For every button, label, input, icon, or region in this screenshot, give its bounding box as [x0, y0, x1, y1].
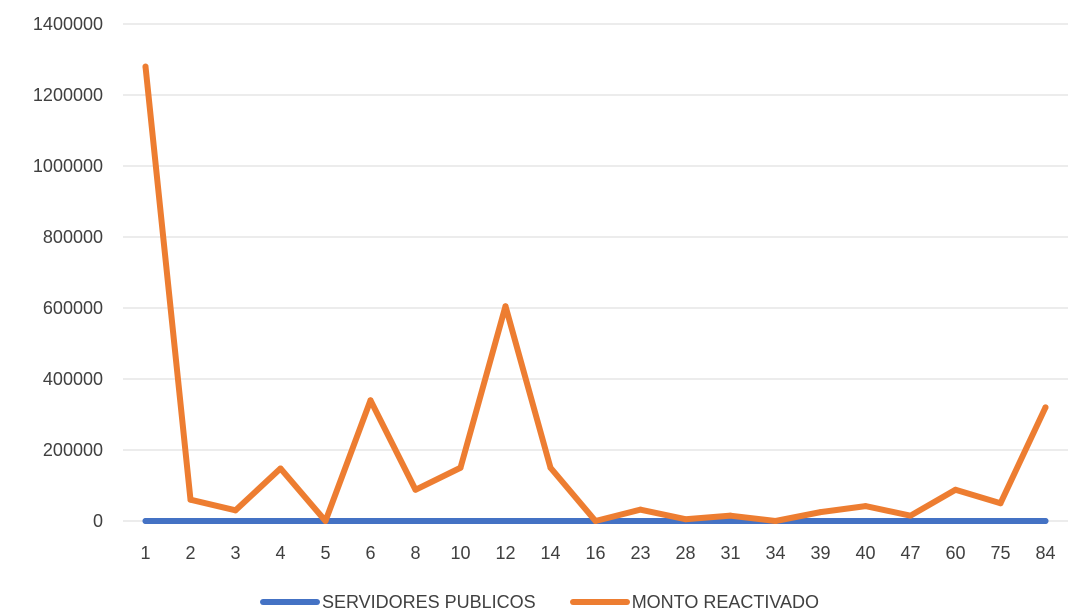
- series-2-point: [817, 509, 824, 516]
- x-tick-label: 47: [900, 543, 920, 563]
- y-tick-label: 600000: [43, 298, 103, 318]
- series-1-point: [817, 517, 824, 524]
- x-tick-label: 60: [945, 543, 965, 563]
- series-2-point: [637, 506, 644, 513]
- x-tick-label: 31: [720, 543, 740, 563]
- series-1-point: [367, 517, 374, 524]
- x-tick-label: 10: [450, 543, 470, 563]
- series-1-point: [232, 517, 239, 524]
- series-2-point: [862, 503, 869, 510]
- series-1-point: [637, 517, 644, 524]
- x-tick-label: 84: [1035, 543, 1055, 563]
- x-tick-label: 4: [275, 543, 285, 563]
- series-1-point: [277, 517, 284, 524]
- series-2-point: [907, 512, 914, 519]
- series-line-2: [142, 63, 1049, 524]
- series-1-point: [727, 517, 734, 524]
- x-tick-label: 28: [675, 543, 695, 563]
- series-2-point: [142, 63, 149, 70]
- x-tick-label: 6: [365, 543, 375, 563]
- x-tick-label: 14: [540, 543, 560, 563]
- gridlines: [123, 23, 1068, 522]
- legend-label-series-1: SERVIDORES PUBLICOS: [321, 591, 536, 612]
- y-tick-label: 400000: [43, 369, 103, 389]
- series-2-point: [997, 500, 1004, 507]
- series-2-point: [367, 397, 374, 404]
- series-1-point: [547, 517, 554, 524]
- x-tick-label: 34: [765, 543, 785, 563]
- x-tick-label: 1: [140, 543, 150, 563]
- series-2-point: [547, 464, 554, 471]
- legend-item-series-2[interactable]: MONTO REACTIVADO: [569, 591, 820, 613]
- series-2-point: [592, 518, 599, 524]
- series-2-point: [682, 516, 689, 523]
- series-1-point: [412, 517, 419, 524]
- x-axis-ticks: 1 2 3 4 5 6 8 10 12 14 16 23 28 31 34 39 40 47 60 75 84: [140, 543, 1055, 563]
- series-2-point: [232, 507, 239, 514]
- x-tick-label: 23: [630, 543, 650, 563]
- x-tick-label: 8: [410, 543, 420, 563]
- legend-item-series-1[interactable]: SERVIDORES PUBLICOS: [259, 591, 536, 613]
- series-2-point: [277, 465, 284, 472]
- series-1-point: [187, 517, 194, 524]
- y-tick-label: 1400000: [33, 14, 103, 34]
- series-2-point: [322, 518, 329, 524]
- x-tick-label: 12: [495, 543, 515, 563]
- series-2-point: [502, 303, 509, 310]
- series-1-point: [1042, 517, 1049, 524]
- series-2-point: [457, 464, 464, 471]
- y-axis-ticks: 0 200000 400000 600000 800000 1000000 1200000 1…: [33, 14, 103, 531]
- x-tick-label: 39: [810, 543, 830, 563]
- y-tick-label: 800000: [43, 227, 103, 247]
- y-tick-label: 1200000: [33, 85, 103, 105]
- x-tick-label: 40: [855, 543, 875, 563]
- series-1-point: [952, 517, 959, 524]
- x-tick-label: 3: [230, 543, 240, 563]
- series-1-point: [997, 517, 1004, 524]
- series-1-point: [862, 517, 869, 524]
- legend-label-series-2: MONTO REACTIVADO: [631, 591, 820, 612]
- series-2-point: [1042, 404, 1049, 411]
- series-2-point: [772, 518, 779, 524]
- x-tick-label: 5: [320, 543, 330, 563]
- series-2-point: [952, 486, 959, 493]
- legend-swatch-series-2: [569, 599, 630, 605]
- y-tick-label: 0: [93, 511, 103, 531]
- series-1-point: [502, 517, 509, 524]
- series-1-point: [457, 517, 464, 524]
- legend-swatch-series-1: [259, 599, 320, 605]
- y-tick-label: 200000: [43, 440, 103, 460]
- x-tick-label: 16: [585, 543, 605, 563]
- series-2-point: [412, 486, 419, 493]
- y-tick-label: 1000000: [33, 156, 103, 176]
- x-tick-label: 2: [185, 543, 195, 563]
- series-2-point: [727, 512, 734, 519]
- series-1-point: [142, 517, 149, 524]
- x-tick-label: 75: [990, 543, 1010, 563]
- series-2-point: [187, 496, 194, 503]
- series-lines: [142, 63, 1049, 524]
- series-1-point: [907, 517, 914, 524]
- legend: SERVIDORES PUBLICOS MONTO REACTIVADO: [0, 590, 1079, 614]
